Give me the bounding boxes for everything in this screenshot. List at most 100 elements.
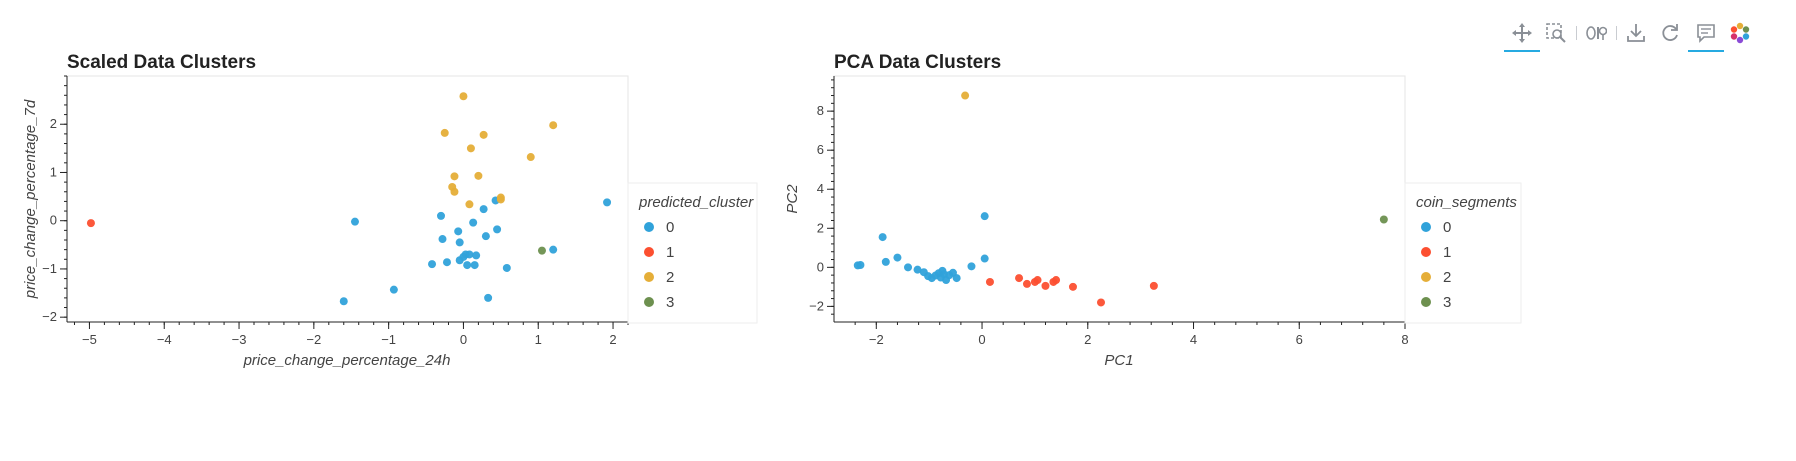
legend-swatch-3 xyxy=(1421,297,1431,307)
data-point-cluster-0[interactable] xyxy=(428,260,437,269)
data-point-cluster-2[interactable] xyxy=(526,153,535,162)
data-point-cluster-2[interactable] xyxy=(440,128,449,137)
wheel-zoom-icon xyxy=(1586,26,1607,40)
data-point-cluster-0[interactable] xyxy=(980,254,989,263)
hover-tool[interactable] xyxy=(1688,20,1724,52)
data-point-cluster-0[interactable] xyxy=(438,235,447,244)
legend-swatch-1 xyxy=(1421,247,1431,257)
data-point-cluster-2[interactable] xyxy=(450,172,459,181)
legend-title: predicted_cluster xyxy=(638,194,754,211)
reset-tool[interactable] xyxy=(1656,20,1684,46)
data-point-cluster-0[interactable] xyxy=(469,218,478,227)
legend-label: 0 xyxy=(666,219,674,236)
legend-label: 2 xyxy=(666,269,674,286)
data-point-cluster-1[interactable] xyxy=(1096,298,1105,307)
data-point-cluster-0[interactable] xyxy=(465,250,474,259)
chart-title: Scaled Data Clusters xyxy=(67,52,256,73)
wheel-zoom-tool[interactable] xyxy=(1582,20,1610,46)
data-point-cluster-1[interactable] xyxy=(86,219,95,228)
legend-label: 3 xyxy=(1443,294,1451,311)
legend-swatch-2 xyxy=(1421,272,1431,282)
y-axis-label: PC2 xyxy=(784,184,801,214)
move-icon xyxy=(1512,23,1532,43)
data-point-cluster-1[interactable] xyxy=(985,277,994,286)
data-point-cluster-0[interactable] xyxy=(904,263,913,272)
data-point-cluster-0[interactable] xyxy=(878,233,887,242)
data-point-cluster-0[interactable] xyxy=(481,232,490,241)
data-point-cluster-3[interactable] xyxy=(537,246,546,255)
x-tick-label: 0 xyxy=(978,332,985,347)
data-point-cluster-0[interactable] xyxy=(350,217,359,226)
data-point-cluster-1[interactable] xyxy=(1033,276,1042,285)
legend-swatch-0 xyxy=(1421,222,1431,232)
data-point-cluster-2[interactable] xyxy=(466,144,475,153)
x-axis-label: price_change_percentage_24h xyxy=(243,352,451,369)
data-point-cluster-0[interactable] xyxy=(339,297,348,306)
x-tick-label: −5 xyxy=(82,332,97,347)
legend-swatch-0 xyxy=(644,222,654,232)
y-tick-label: 2 xyxy=(817,220,824,235)
chart-title: PCA Data Clusters xyxy=(834,52,1001,73)
x-tick-label: −4 xyxy=(157,332,172,347)
pan-tool[interactable] xyxy=(1504,20,1540,52)
data-point-cluster-0[interactable] xyxy=(893,253,902,262)
x-tick-label: 2 xyxy=(609,332,616,347)
data-point-cluster-0[interactable] xyxy=(437,211,445,220)
data-point-cluster-0[interactable] xyxy=(442,258,451,267)
legend-swatch-1 xyxy=(644,247,654,257)
data-point-cluster-0[interactable] xyxy=(472,251,481,260)
data-point-cluster-0[interactable] xyxy=(479,205,488,214)
data-point-cluster-1[interactable] xyxy=(1149,281,1158,290)
data-point-cluster-0[interactable] xyxy=(549,245,558,254)
data-point-cluster-0[interactable] xyxy=(455,238,464,247)
save-tool[interactable] xyxy=(1622,20,1650,46)
data-point-cluster-1[interactable] xyxy=(1041,281,1050,290)
plot-frame xyxy=(833,75,1406,323)
data-point-cluster-0[interactable] xyxy=(913,265,922,274)
save-icon xyxy=(1627,24,1645,42)
data-point-cluster-1[interactable] xyxy=(1022,279,1031,288)
legend[interactable]: predicted_cluster 0 1 2 3 xyxy=(627,182,758,324)
y-tick-label: 0 xyxy=(50,213,57,228)
data-point-cluster-0[interactable] xyxy=(484,293,493,302)
data-point-cluster-2[interactable] xyxy=(961,91,970,100)
data-point-cluster-0[interactable] xyxy=(493,225,502,234)
data-point-cluster-0[interactable] xyxy=(952,274,961,283)
legend-title: coin_segments xyxy=(1416,194,1517,211)
data-point-cluster-0[interactable] xyxy=(454,227,463,236)
bokeh-logo-icon xyxy=(1730,22,1750,44)
data-point-cluster-1[interactable] xyxy=(1068,282,1077,291)
x-tick-label: −3 xyxy=(232,332,247,347)
data-point-cluster-0[interactable] xyxy=(967,262,976,271)
data-point-cluster-2[interactable] xyxy=(549,121,558,130)
data-point-cluster-1[interactable] xyxy=(1052,276,1061,285)
data-point-cluster-0[interactable] xyxy=(389,285,398,294)
data-point-cluster-0[interactable] xyxy=(603,198,612,207)
data-point-cluster-2[interactable] xyxy=(496,195,505,204)
data-point-cluster-0[interactable] xyxy=(881,257,890,266)
y-tick-label: 6 xyxy=(817,142,824,157)
legend-label: 1 xyxy=(666,244,674,261)
pca-data-clusters-chart: PCA Data Clusters −2 0 2 4 6 8 −2 0 2 4 6 8 PC1 PC2… xyxy=(784,52,1522,369)
data-point-cluster-0[interactable] xyxy=(470,261,479,270)
data-point-cluster-0[interactable] xyxy=(856,260,865,269)
data-point-cluster-1[interactable] xyxy=(1015,274,1024,283)
plot-toolbar xyxy=(1504,14,1788,54)
data-point-cluster-2[interactable] xyxy=(459,92,468,101)
data-point-cluster-2[interactable] xyxy=(474,171,483,180)
box-zoom-tool[interactable] xyxy=(1542,20,1570,46)
data-point-cluster-0[interactable] xyxy=(980,212,989,221)
legend-label: 2 xyxy=(1443,269,1451,286)
data-point-cluster-3[interactable] xyxy=(1379,215,1388,224)
data-point-cluster-2[interactable] xyxy=(465,200,474,209)
x-tick-label: −2 xyxy=(306,332,321,347)
data-point-cluster-0[interactable] xyxy=(502,263,511,272)
axes: −2 0 2 4 6 8 −2 0 2 4 6 8 xyxy=(809,76,1409,347)
x-tick-label: 6 xyxy=(1296,332,1303,347)
data-point-cluster-0[interactable] xyxy=(463,261,472,270)
y-tick-label: 4 xyxy=(817,181,824,196)
data-point-cluster-2[interactable] xyxy=(479,130,488,139)
data-point-cluster-2[interactable] xyxy=(450,187,459,196)
bokeh-logo[interactable] xyxy=(1726,20,1754,46)
legend[interactable]: coin_segments 0 1 2 3 xyxy=(1404,182,1522,324)
